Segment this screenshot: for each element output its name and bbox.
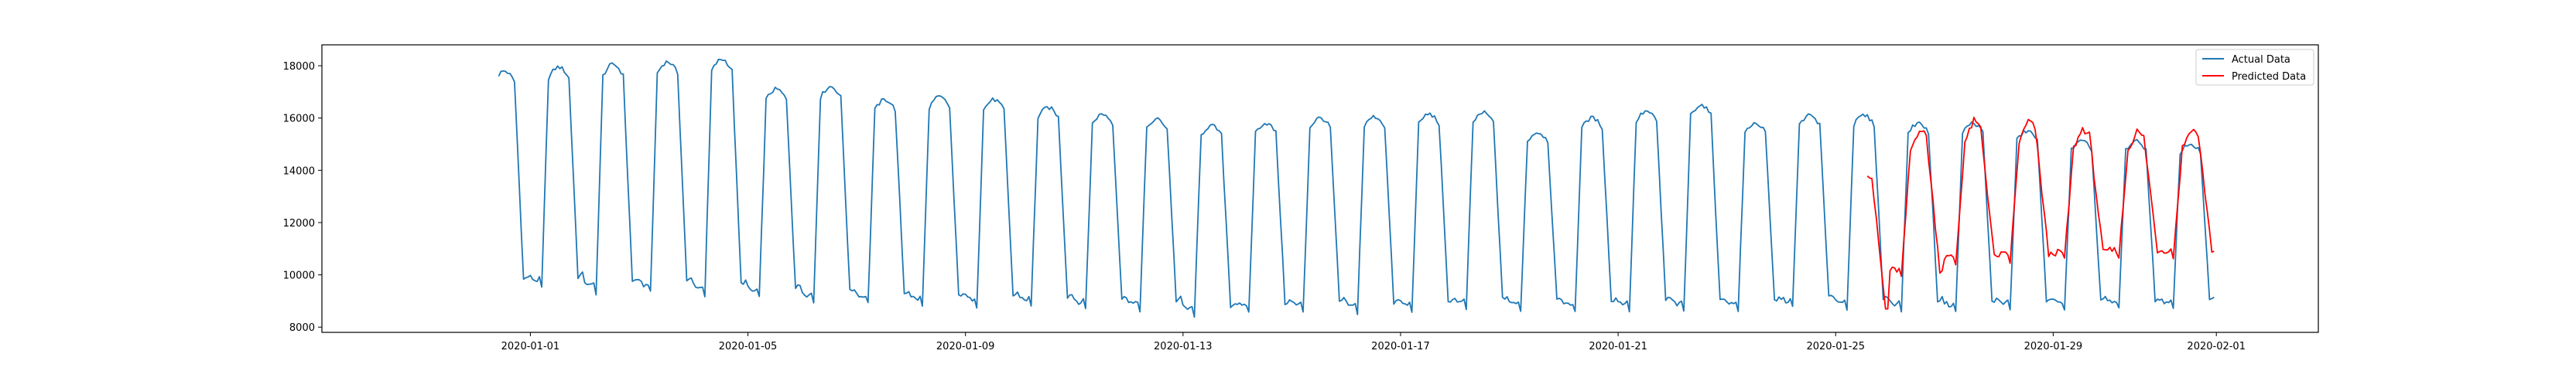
y-axis: 8000 10000 12000 14000 16000 18000 xyxy=(283,61,322,334)
legend-frame xyxy=(2195,49,2314,86)
x-tick-label: 2020-01-21 xyxy=(1589,341,1647,352)
x-tick-label: 2020-01-17 xyxy=(1371,341,1430,352)
series-layer xyxy=(498,58,2215,318)
y-tick-label: 16000 xyxy=(283,114,315,125)
y-tick-label: 8000 xyxy=(289,322,315,334)
x-tick-label: 2020-01-05 xyxy=(719,341,778,352)
legend-label-actual: Actual Data xyxy=(2232,54,2290,66)
x-tick-label: 2020-01-25 xyxy=(1806,341,1865,352)
x-tick-label: 2020-01-13 xyxy=(1154,341,1213,352)
plot-frame xyxy=(321,44,2319,333)
legend-label-predicted: Predicted Data xyxy=(2232,71,2306,83)
y-tick-label: 10000 xyxy=(283,271,315,282)
series-line-predicted xyxy=(1866,116,2215,310)
plot-area xyxy=(322,45,2318,332)
y-tick-label: 14000 xyxy=(283,165,315,177)
x-tick-label: 2020-01-29 xyxy=(2024,341,2083,352)
x-axis: 2020-01-01 2020-01-05 2020-01-09 2020-01-13… xyxy=(501,332,2246,352)
y-tick-label: 12000 xyxy=(283,218,315,230)
x-tick-label: 2020-01-01 xyxy=(501,341,560,352)
legend: Actual Data Predicted Data xyxy=(2195,49,2314,86)
series-line-actual xyxy=(498,58,2215,318)
x-tick-label: 2020-01-09 xyxy=(936,341,995,352)
y-tick-label: 18000 xyxy=(283,61,315,73)
x-tick-label: 2020-02-01 xyxy=(2187,341,2246,352)
